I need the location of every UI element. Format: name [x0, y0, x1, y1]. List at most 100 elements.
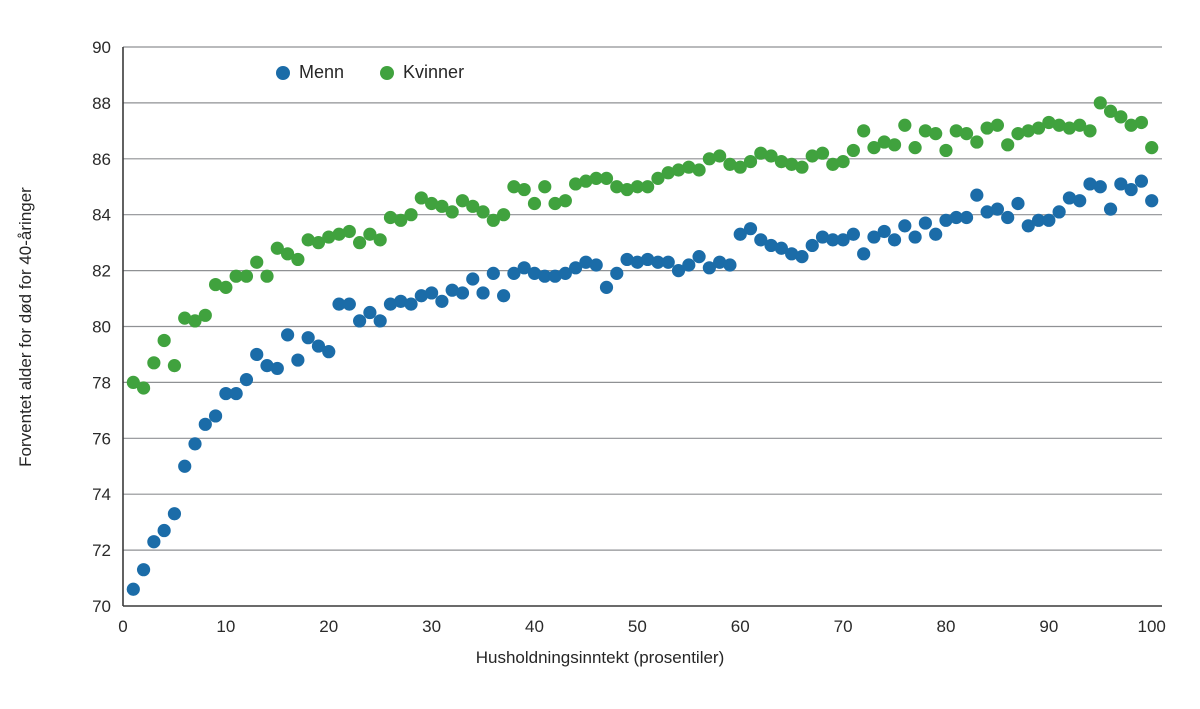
data-point-menn [939, 213, 953, 227]
data-point-kvinner [558, 194, 572, 208]
data-point-menn [188, 437, 202, 451]
data-point-menn [857, 247, 871, 261]
data-point-menn [280, 328, 295, 342]
x-tick-label: 100 [1138, 617, 1166, 636]
data-point-kvinner [136, 381, 151, 395]
data-point-kvinner [887, 138, 902, 152]
data-point-menn [353, 314, 367, 328]
data-point-menn [826, 233, 840, 247]
data-point-kvinner [394, 213, 408, 227]
data-point-kvinner [1021, 124, 1035, 138]
data-point-kvinner [785, 157, 799, 171]
data-point-kvinner [795, 160, 809, 174]
data-point-kvinner [548, 196, 562, 211]
y-axis-title: Forventet alder for død for 40-åringer [16, 187, 35, 467]
data-point-menn [1073, 194, 1087, 208]
data-point-menn [1062, 191, 1077, 205]
data-point-menn [836, 233, 850, 247]
data-point-kvinner [1114, 110, 1128, 124]
y-tick-label: 82 [92, 262, 111, 281]
data-point-kvinner [929, 127, 943, 141]
data-point-menn [322, 345, 336, 359]
data-point-menn [898, 219, 912, 233]
data-point-menn [1021, 219, 1035, 233]
data-point-menn [713, 255, 727, 269]
data-point-menn [1145, 194, 1159, 208]
data-point-menn [579, 255, 593, 269]
data-point-kvinner [538, 180, 552, 194]
data-point-kvinner [733, 160, 747, 174]
data-point-menn [425, 286, 439, 300]
data-point-kvinner [774, 154, 788, 169]
data-point-menn [445, 283, 459, 297]
data-point-kvinner [589, 171, 603, 185]
data-point-kvinner [939, 143, 953, 158]
data-point-kvinner [682, 160, 696, 174]
data-point-kvinner [332, 227, 346, 241]
data-point-menn [918, 216, 932, 230]
data-point-kvinner [1062, 121, 1077, 135]
data-point-kvinner [908, 141, 922, 155]
data-point-menn [990, 202, 1005, 216]
data-point-menn [486, 266, 500, 280]
data-point-kvinner [651, 171, 665, 185]
data-point-kvinner [322, 230, 336, 244]
data-point-menn [178, 459, 192, 473]
data-point-kvinner [661, 166, 675, 180]
data-point-kvinner [918, 124, 932, 138]
data-point-kvinner [1145, 141, 1159, 155]
data-point-kvinner [517, 182, 531, 197]
data-point-kvinner [229, 269, 243, 283]
y-tick-label: 70 [92, 597, 111, 616]
data-point-menn [970, 188, 984, 202]
data-point-kvinner [671, 163, 686, 177]
data-point-menn [846, 227, 860, 241]
data-point-kvinner [208, 277, 223, 292]
data-point-menn [136, 563, 151, 577]
y-tick-label: 72 [92, 541, 111, 560]
data-point-menn [1031, 213, 1046, 227]
data-point-kvinner [867, 141, 881, 155]
data-point-menn [1083, 177, 1097, 191]
data-point-kvinner [630, 180, 644, 194]
data-point-kvinner [425, 196, 439, 211]
data-point-kvinner [743, 154, 758, 169]
x-axis-title: Husholdningsinntekt (prosentiler) [475, 648, 725, 667]
data-point-kvinner [250, 255, 264, 269]
data-point-menn [538, 269, 552, 283]
y-tick-label: 84 [92, 206, 111, 225]
data-point-menn [126, 582, 140, 596]
data-point-kvinner [1052, 118, 1066, 132]
data-point-menn [723, 258, 737, 272]
data-point-kvinner [239, 269, 254, 283]
data-point-kvinner [383, 210, 398, 225]
x-tick-label: 40 [525, 617, 544, 636]
data-point-kvinner [723, 157, 737, 171]
data-point-kvinner [702, 152, 716, 166]
kvinner-series-dot-icon [380, 65, 395, 80]
data-point-kvinner [301, 233, 315, 247]
x-tick-label: 80 [937, 617, 956, 636]
data-point-kvinner [620, 182, 634, 197]
data-point-kvinner [1011, 127, 1025, 141]
data-point-menn [414, 289, 428, 303]
data-point-kvinner [970, 135, 984, 149]
data-point-menn [1011, 196, 1025, 211]
data-point-kvinner [270, 241, 284, 255]
data-point-menn [239, 373, 254, 387]
data-point-kvinner [1042, 115, 1056, 130]
data-point-menn [301, 331, 315, 345]
data-point-kvinner [1124, 118, 1138, 132]
data-point-menn [270, 361, 284, 376]
data-point-menn [558, 266, 572, 280]
data-point-menn [1001, 210, 1015, 225]
y-tick-label: 88 [92, 94, 111, 113]
data-point-menn [733, 227, 747, 241]
data-point-menn [435, 294, 449, 308]
data-point-menn [147, 535, 161, 549]
data-point-kvinner [414, 191, 428, 205]
data-point-kvinner [527, 196, 542, 211]
x-tick-label: 90 [1039, 617, 1058, 636]
data-point-kvinner [157, 333, 171, 348]
data-point-kvinner [949, 124, 963, 138]
